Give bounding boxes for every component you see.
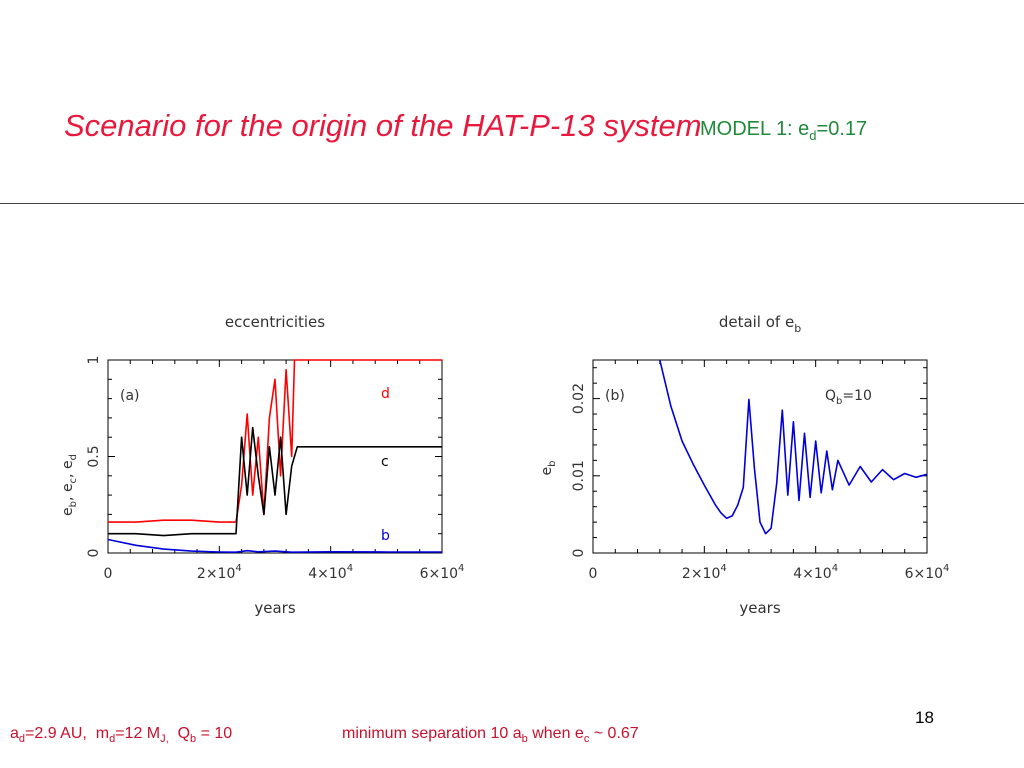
b-ytick-label: 0.02	[571, 383, 587, 414]
param-m-unit-sub: J,	[160, 733, 169, 746]
model-label-text: MODEL 1: e	[700, 118, 810, 140]
slide-title: Scenario for the origin of the HAT-P-13 …	[64, 108, 702, 143]
chart-a-ylabel: eb, ec, ed	[60, 454, 79, 516]
param-q-value: = 10	[196, 725, 233, 742]
chart-a-title: eccentricities	[225, 313, 325, 331]
note-sub-1: b	[521, 733, 528, 746]
b-xtick-label: 4×104	[793, 563, 838, 582]
title-divider	[0, 203, 1024, 204]
a-xtick-label: 2×104	[197, 563, 242, 582]
b-plot-frame	[592, 359, 928, 554]
b-xtick-label: 6×104	[905, 563, 950, 582]
chart-b-panel-label: (b)	[605, 388, 625, 404]
chart-a-series-label-c: c	[381, 454, 389, 470]
model-label-sub: d	[809, 128, 817, 143]
chart-b-ylabel: eb	[539, 461, 558, 476]
model-label-suffix: =0.17	[816, 118, 868, 140]
chart-b-title: detail of eb	[719, 313, 801, 335]
chart-eccentricities: eccentricities (a) years eb, ec, ed 0 2×1…	[60, 313, 464, 617]
a-ytick-label: 1	[86, 356, 102, 365]
chart-a-ticks: 0 2×104 4×104 6×104 0 0.5 1	[86, 356, 464, 582]
b-ytick-label: 0	[571, 549, 587, 558]
a-ytick-label: 0.5	[86, 445, 102, 467]
param-m-sub: d	[109, 733, 116, 746]
note-text-2: when e	[527, 725, 584, 742]
param-m-label: m	[95, 725, 110, 742]
a-ytick-label: 0	[86, 549, 102, 558]
param-a-label: a	[10, 725, 19, 742]
b-ytick-label: 0.01	[571, 460, 587, 491]
note-text-3: ~ 0.67	[589, 725, 639, 742]
chart-b-series	[659, 359, 928, 535]
a-series-b-line	[107, 538, 442, 553]
a-xtick-label: 0	[104, 566, 113, 582]
chart-detail-eb: detail of eb (b) Qb=10 years eb 0 2×104 4×…	[539, 313, 949, 617]
a-series-c-line	[108, 426, 442, 537]
chart-a-series-label-b: b	[381, 528, 390, 544]
param-q-sub: b	[190, 733, 197, 746]
param-m-value: =12 M	[115, 725, 161, 742]
chart-a-series	[107, 359, 442, 553]
note-sub-2: c	[583, 733, 590, 746]
page-number: 18	[915, 708, 934, 727]
param-q-label: Q	[177, 725, 191, 742]
a-series-d-line	[108, 359, 442, 523]
a-xtick-label: 6×104	[420, 563, 465, 582]
footer-params: ad=2.9 AU, md=12 MJ, Qb = 10	[10, 725, 232, 745]
chart-a-series-label-d: d	[381, 386, 390, 402]
param-a-value: =2.9 AU,	[25, 725, 87, 742]
chart-b-xlabel: years	[739, 599, 780, 617]
chart-b-ticks: 0 2×104 4×104 6×104 0 0.01 0.02	[571, 360, 949, 582]
chart-a-series-labels: d c b	[381, 386, 390, 544]
model-label: MODEL 1: ed=0.17	[700, 118, 867, 143]
chart-a-panel-label: (a)	[120, 388, 140, 404]
chart-b-annotation: Qb=10	[825, 388, 872, 407]
b-xtick-label: 2×104	[682, 563, 727, 582]
footer-note: minimum separation 10 ab when ec ~ 0.67	[342, 725, 639, 745]
chart-b-axes	[592, 359, 928, 554]
chart-a-xlabel: years	[254, 599, 295, 617]
note-text-1: minimum separation 10 a	[342, 725, 522, 742]
b-series-b-line	[659, 359, 928, 535]
a-xtick-label: 4×104	[308, 563, 353, 582]
param-a-sub: d	[18, 733, 26, 746]
b-xtick-label: 0	[589, 566, 598, 582]
